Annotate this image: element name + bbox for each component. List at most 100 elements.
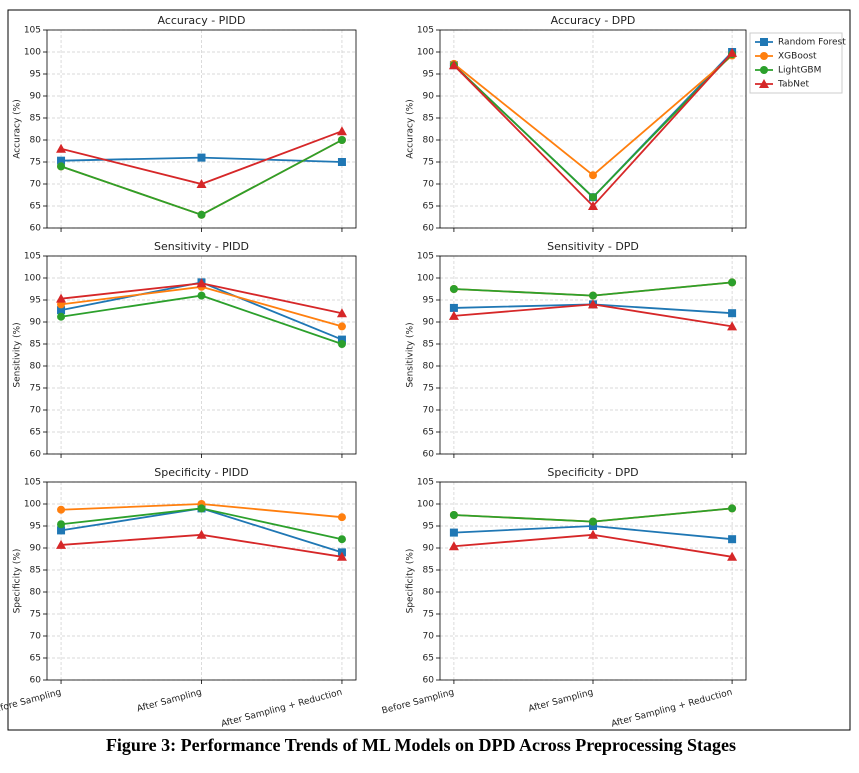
x-tick-label: After Sampling + Reduction bbox=[610, 688, 733, 730]
plot-frame bbox=[439, 255, 747, 455]
data-point bbox=[56, 143, 67, 153]
y-tick-label: 95 bbox=[423, 70, 434, 80]
y-tick-label: 85 bbox=[30, 566, 41, 576]
data-point bbox=[56, 293, 67, 303]
data-point bbox=[589, 193, 597, 202]
legend-marker bbox=[760, 38, 768, 46]
y-tick-label: 90 bbox=[423, 92, 435, 102]
y-tick-label: 80 bbox=[423, 588, 435, 598]
y-tick-label: 90 bbox=[423, 318, 435, 328]
data-point bbox=[337, 535, 346, 544]
x-tick-label: Before Sampling bbox=[0, 688, 62, 717]
y-tick-label: 100 bbox=[417, 500, 434, 510]
y-tick-label: 100 bbox=[24, 48, 41, 58]
y-tick-label: 105 bbox=[417, 252, 434, 262]
y-tick-label: 60 bbox=[423, 224, 435, 234]
y-tick-label: 70 bbox=[30, 406, 42, 416]
data-point bbox=[196, 278, 207, 288]
data-point bbox=[449, 303, 458, 312]
legend-label: LightGBM bbox=[778, 66, 821, 76]
data-point bbox=[448, 541, 459, 551]
y-tick-label: 65 bbox=[423, 202, 434, 212]
y-tick-label: 60 bbox=[30, 676, 42, 686]
data-point bbox=[337, 513, 346, 522]
y-tick-label: 95 bbox=[423, 296, 434, 306]
data-point bbox=[57, 505, 66, 514]
y-tick-label: 65 bbox=[423, 428, 434, 438]
y-tick-label: 100 bbox=[24, 274, 41, 284]
data-point bbox=[728, 535, 737, 544]
figure-border bbox=[7, 9, 851, 731]
chart-title: Sensitivity - PIDD bbox=[154, 240, 249, 253]
y-axis-label: Accuracy (%) bbox=[13, 99, 23, 159]
y-tick-label: 90 bbox=[30, 318, 42, 328]
y-tick-label: 105 bbox=[417, 26, 434, 36]
y-tick-label: 85 bbox=[423, 566, 434, 576]
y-tick-label: 60 bbox=[30, 450, 42, 460]
data-point bbox=[196, 179, 207, 188]
y-tick-label: 65 bbox=[30, 428, 41, 438]
data-point bbox=[196, 529, 207, 539]
y-tick-label: 60 bbox=[423, 676, 435, 686]
y-tick-label: 70 bbox=[423, 180, 435, 190]
data-point bbox=[588, 529, 598, 539]
data-point bbox=[588, 299, 598, 309]
data-point bbox=[449, 285, 458, 293]
y-tick-label: 95 bbox=[30, 296, 41, 306]
data-point bbox=[56, 539, 67, 549]
y-tick-label: 65 bbox=[30, 654, 41, 664]
data-point bbox=[589, 291, 597, 300]
chart-title: Sensitivity - DPD bbox=[547, 240, 639, 253]
data-point bbox=[57, 156, 66, 165]
y-tick-label: 75 bbox=[423, 384, 434, 394]
y-axis-label: Specificity (%) bbox=[13, 549, 23, 614]
y-tick-label: 85 bbox=[30, 340, 41, 350]
chart-title: Specificity - DPD bbox=[547, 466, 638, 479]
plot-frame bbox=[46, 481, 357, 681]
y-tick-label: 80 bbox=[423, 136, 435, 146]
y-tick-label: 65 bbox=[423, 654, 434, 664]
y-tick-label: 90 bbox=[423, 544, 435, 554]
y-axis-label: Sensitivity (%) bbox=[406, 322, 416, 387]
data-point bbox=[336, 308, 347, 318]
legend-marker bbox=[759, 79, 769, 88]
data-point bbox=[337, 322, 346, 331]
data-point bbox=[197, 153, 206, 162]
y-tick-label: 75 bbox=[423, 158, 434, 168]
y-tick-label: 105 bbox=[24, 252, 41, 262]
y-axis-label: Specificity (%) bbox=[406, 549, 416, 614]
y-tick-label: 85 bbox=[423, 340, 434, 350]
legend-label: Random Forest bbox=[778, 38, 846, 48]
data-point bbox=[728, 504, 737, 513]
data-point bbox=[57, 162, 66, 171]
chart-title: Accuracy - PIDD bbox=[158, 14, 246, 27]
data-point bbox=[337, 158, 346, 166]
y-tick-label: 105 bbox=[417, 478, 434, 488]
plot-frame bbox=[439, 481, 747, 681]
plot-frame bbox=[439, 29, 747, 229]
data-point bbox=[728, 278, 737, 287]
data-point bbox=[57, 306, 66, 315]
data-point bbox=[197, 504, 206, 513]
data-point bbox=[449, 528, 458, 537]
data-point bbox=[337, 335, 346, 344]
y-tick-label: 80 bbox=[30, 136, 42, 146]
y-tick-label: 70 bbox=[423, 632, 435, 642]
y-tick-label: 90 bbox=[30, 544, 42, 554]
data-point bbox=[337, 136, 346, 144]
data-point bbox=[197, 291, 206, 300]
data-point bbox=[728, 309, 737, 318]
data-point bbox=[448, 310, 459, 320]
chart-title: Specificity - PIDD bbox=[154, 466, 248, 479]
data-point bbox=[448, 60, 459, 70]
y-tick-label: 95 bbox=[30, 522, 41, 532]
data-point bbox=[727, 47, 738, 57]
data-point bbox=[197, 210, 206, 219]
y-tick-label: 100 bbox=[417, 274, 434, 284]
data-point bbox=[57, 520, 66, 529]
data-point bbox=[727, 551, 738, 561]
caption: Figure 3: Performance Trends of ML Model… bbox=[106, 735, 736, 755]
y-tick-label: 105 bbox=[24, 26, 41, 36]
